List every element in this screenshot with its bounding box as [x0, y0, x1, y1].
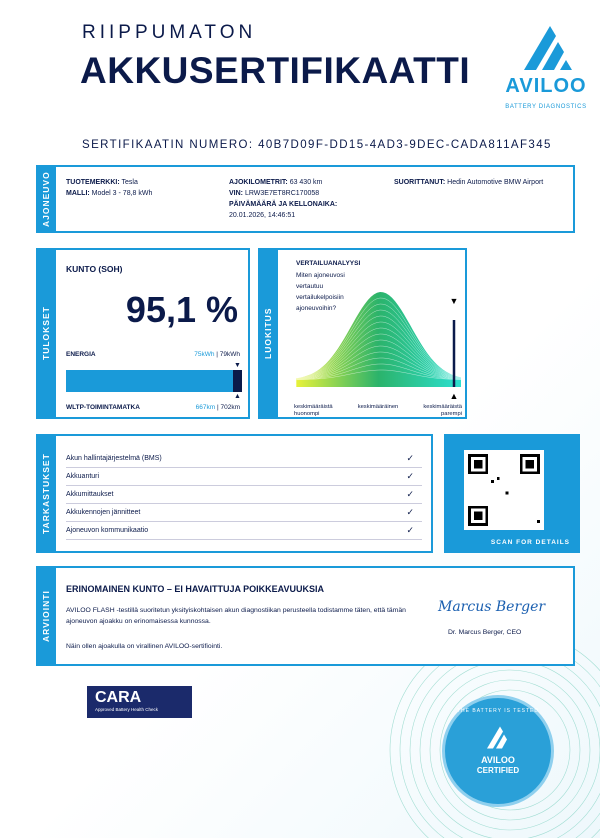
- page-title: AKKUSERTIFIKAATTI: [80, 50, 471, 91]
- section-label: LUOKITUS: [258, 250, 278, 417]
- section-label: TULOKSET: [36, 250, 56, 417]
- certified-seal: THE BATTERY IS TESTED AVILOO CERTIFIED: [442, 695, 554, 807]
- assessment-headline: ERINOMAINEN KUNTO – EI HAVAITTUJA POIKKE…: [66, 584, 325, 594]
- assessment-body: AVILOO FLASH -testillä suoritetun yksity…: [66, 607, 406, 625]
- rating-section: LUOKITUS VERTAILUANALYYSI Miten ajoneuvo…: [258, 248, 467, 419]
- results-section: TULOKSET KUNTO (SOH) 95,1 % ENERGIA 75kW…: [36, 248, 250, 419]
- check-item: Akkuanturi ✓: [66, 468, 422, 486]
- check-item: Ajoneuvon kommunikaatio ✓: [66, 522, 422, 540]
- check-label: Akkuanturi: [66, 473, 100, 480]
- assessment-section: ARVIOINTI ERINOMAINEN KUNTO – EI HAVAITT…: [36, 566, 575, 666]
- qr-panel: SCAN FOR DETAILS: [444, 434, 580, 553]
- check-icon: ✓: [406, 525, 414, 535]
- rating-title: VERTAILUANALYYSI: [296, 260, 361, 267]
- check-label: Akun hallintajärjestelmä (BMS): [66, 455, 162, 462]
- marker-up-icon: ▲: [234, 393, 241, 400]
- checks-section: TARKASTUKSET Akun hallintajärjestelmä (B…: [36, 434, 433, 553]
- marker-up-icon: ▲: [450, 391, 459, 401]
- soh-value: 95,1 %: [125, 289, 238, 330]
- label-average: keskimääräinen: [357, 404, 399, 410]
- check-item: Akkumittaukset ✓: [66, 486, 422, 504]
- seal-text: CERTIFIED: [476, 766, 520, 775]
- vehicle-details: AJOKILOMETRIT: 63 430 km VIN: LRW3E7ET8R…: [229, 179, 338, 219]
- check-item: Akkukennojen jännitteet ✓: [66, 504, 422, 522]
- signature: Marcus Berger: [438, 599, 546, 615]
- marker-down-icon: ▼: [450, 296, 459, 306]
- title-line1: RIIPPUMATON: [82, 22, 257, 43]
- label-worse: keskimääräistä huonompi: [294, 404, 333, 417]
- seal-ring-text: THE BATTERY IS TESTED: [456, 708, 540, 714]
- cara-subtitle: Approved Battery Health Check: [95, 707, 159, 712]
- vehicle-brand-model: TUOTEMERKKI: Tesla MALLI: Model 3 - 78,8…: [66, 179, 153, 197]
- certificate-number: SERTIFIKAATIN NUMERO: 40B7D09F-DD15-4AD3…: [82, 139, 552, 151]
- energy-label: ENERGIA: [66, 351, 96, 358]
- performed-by: SUORITTANUT: Hedin Automotive BMW Airpor…: [394, 179, 544, 186]
- range-label: WLTP-TOIMINTAMATKA: [66, 404, 140, 411]
- capacity-bar: [66, 370, 242, 392]
- check-label: Akkumittaukset: [66, 491, 114, 498]
- aviloo-logo-icon: [487, 726, 507, 749]
- section-label: ARVIOINTI: [36, 568, 56, 664]
- check-icon: ✓: [406, 507, 414, 517]
- check-icon: ✓: [406, 453, 414, 463]
- check-list: Akun hallintajärjestelmä (BMS) ✓ Akkuantur…: [66, 450, 422, 540]
- cara-logo-text: CARA: [95, 689, 142, 706]
- qr-code-image: [468, 454, 540, 526]
- vehicle-section: AJONEUVO TUOTEMERKKI: Tesla MALLI: Model…: [36, 165, 575, 233]
- rating-question: Miten ajoneuvosi vertautuu vertailukelpo…: [296, 272, 345, 312]
- bell-curve: [296, 292, 461, 387]
- check-label: Akkukennojen jännitteet: [66, 509, 141, 516]
- bell-curve-chart: ▼ ▲: [296, 292, 462, 401]
- section-label: TARKASTUKSET: [36, 436, 56, 551]
- logo-tagline: BATTERY DIAGNOSTICS: [505, 104, 587, 110]
- label-better: keskimääräistä parempi: [423, 404, 462, 417]
- aviloo-logo-icon: [524, 26, 572, 70]
- marker-down-icon: ▼: [234, 362, 241, 369]
- check-icon: ✓: [406, 489, 414, 499]
- cara-badge: CARA Approved Battery Health Check: [87, 686, 192, 718]
- check-icon: ✓: [406, 471, 414, 481]
- seal-brand: AVILOO: [481, 755, 515, 765]
- aviloo-logo: AVILOO BATTERY DIAGNOSTICS: [502, 22, 590, 111]
- rating-scale-labels: keskimääräistä huonompi keskimääräinen k…: [294, 404, 462, 418]
- capacity-bar-fill: [66, 370, 234, 392]
- range-values: 667km | 702km: [195, 404, 240, 411]
- check-label: Ajoneuvon kommunikaatio: [66, 527, 149, 534]
- signer-name: Dr. Marcus Berger, CEO: [448, 629, 522, 636]
- assessment-note: Näin ollen ajoakulla on virallinen AVILO…: [66, 643, 223, 650]
- logo-wordmark: AVILOO: [505, 75, 587, 97]
- check-item: Akun hallintajärjestelmä (BMS) ✓: [66, 450, 422, 468]
- qr-caption: SCAN FOR DETAILS: [490, 539, 570, 546]
- section-label: AJONEUVO: [36, 167, 56, 231]
- soh-label: KUNTO (SOH): [66, 264, 123, 274]
- qr-code[interactable]: [464, 450, 544, 530]
- energy-values: 75kWh | 79kWh: [194, 351, 240, 358]
